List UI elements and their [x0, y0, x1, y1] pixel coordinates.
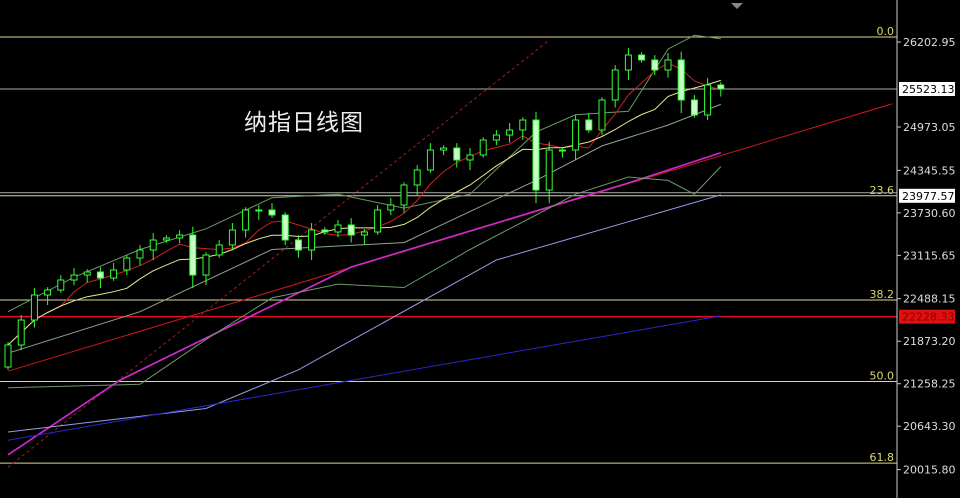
axis-tick-label: 23115.65: [903, 249, 956, 262]
scroll-marker-icon[interactable]: [731, 3, 743, 9]
candle-up: [479, 139, 487, 156]
fib-label: 0.0: [877, 25, 895, 38]
fibonacci-levels: 0.0 23.6 38.2 50.0 61.8: [0, 25, 897, 464]
axis-tick-label: 26202.95: [903, 36, 956, 49]
candle-up: [215, 244, 223, 256]
candle-down: [268, 209, 276, 216]
candle-up: [624, 54, 632, 71]
price-label-box: [899, 81, 955, 96]
fib-label: 23.6: [870, 184, 895, 197]
candle-down: [677, 59, 685, 101]
candle-up: [545, 149, 553, 191]
candle-up: [360, 231, 368, 236]
candle-down: [453, 147, 461, 161]
candle-down: [717, 84, 725, 90]
candle-up: [466, 154, 474, 161]
price-label: 25523.13: [902, 83, 955, 96]
candle-up: [30, 294, 38, 321]
price-label: 22228.33: [902, 311, 955, 324]
axis-tick-label: 21258.25: [903, 378, 956, 391]
candle-up: [255, 209, 263, 212]
axis-tick-label: 22488.15: [903, 293, 956, 306]
price-label: 23977.57: [902, 190, 955, 203]
candle-up: [176, 234, 184, 239]
candle-down: [532, 119, 540, 191]
moving-average-line: [7, 315, 721, 441]
price-label-box: [899, 188, 955, 203]
candle-up: [162, 237, 170, 241]
candle-up: [611, 69, 619, 101]
chart-title: 纳指日线图: [244, 110, 364, 136]
candle-down: [347, 224, 355, 236]
fib-label: 61.8: [870, 451, 895, 464]
ma-fast-line: [7, 62, 721, 346]
fib-label: 50.0: [870, 370, 895, 383]
candle-up: [123, 257, 131, 271]
candle-up: [44, 289, 52, 296]
candle-up: [664, 59, 672, 71]
moving-average-line: [7, 194, 721, 433]
candle-down: [690, 99, 698, 116]
candle-up: [228, 229, 236, 246]
candle-up: [387, 204, 395, 211]
bollinger-lower-line: [7, 166, 722, 389]
candle-up: [400, 184, 408, 206]
axis-tick-label: 20643.30: [903, 420, 956, 433]
candle-up: [149, 239, 157, 251]
price-axis: 26202.95 24973.05 24345.55 23730.60 23115.65…: [897, 36, 956, 477]
horizontal-lines: [0, 88, 897, 318]
candle-down: [638, 54, 646, 61]
candle-up: [558, 149, 566, 152]
ma-slow-line: [7, 79, 721, 346]
candle-up: [4, 344, 12, 368]
candle-up: [506, 129, 514, 136]
candle-up: [334, 224, 342, 233]
axis-tick-label: 21873.20: [903, 335, 956, 348]
axis-tick-label: 24345.55: [903, 164, 956, 177]
candle-up: [110, 269, 118, 279]
candle-up: [572, 119, 580, 151]
candle-down: [294, 239, 302, 251]
fib-label: 38.2: [870, 288, 895, 301]
candle-down: [321, 229, 329, 233]
candle-up: [492, 134, 500, 141]
candle-down: [96, 271, 104, 279]
candle-down: [189, 234, 197, 276]
candle-up: [704, 84, 712, 116]
candle-up: [413, 169, 421, 186]
candle-up: [308, 229, 316, 251]
price-label-box: [899, 309, 955, 324]
trendline-dashed-line: [7, 39, 550, 468]
candle-up: [83, 271, 91, 276]
candle-down: [585, 119, 593, 131]
candle-up: [242, 209, 250, 231]
axis-tick-label: 24973.05: [903, 121, 956, 134]
axis-tick-label: 20015.80: [903, 464, 956, 477]
candle-up: [136, 249, 144, 259]
candle-up: [70, 274, 78, 281]
candles: [4, 48, 725, 370]
candle-up: [17, 319, 25, 346]
candle-up: [202, 254, 210, 276]
candle-down: [281, 214, 289, 241]
candle-up: [426, 149, 434, 171]
candle-up: [440, 147, 448, 151]
candle-up: [374, 209, 382, 233]
candle-up: [519, 119, 527, 131]
candle-up: [57, 279, 65, 291]
axis-tick-label: 23730.60: [903, 207, 956, 220]
candle-up: [598, 99, 606, 131]
moving-average-line: [7, 152, 722, 456]
candle-down: [651, 59, 659, 71]
bollinger-middle-line: [7, 103, 721, 354]
